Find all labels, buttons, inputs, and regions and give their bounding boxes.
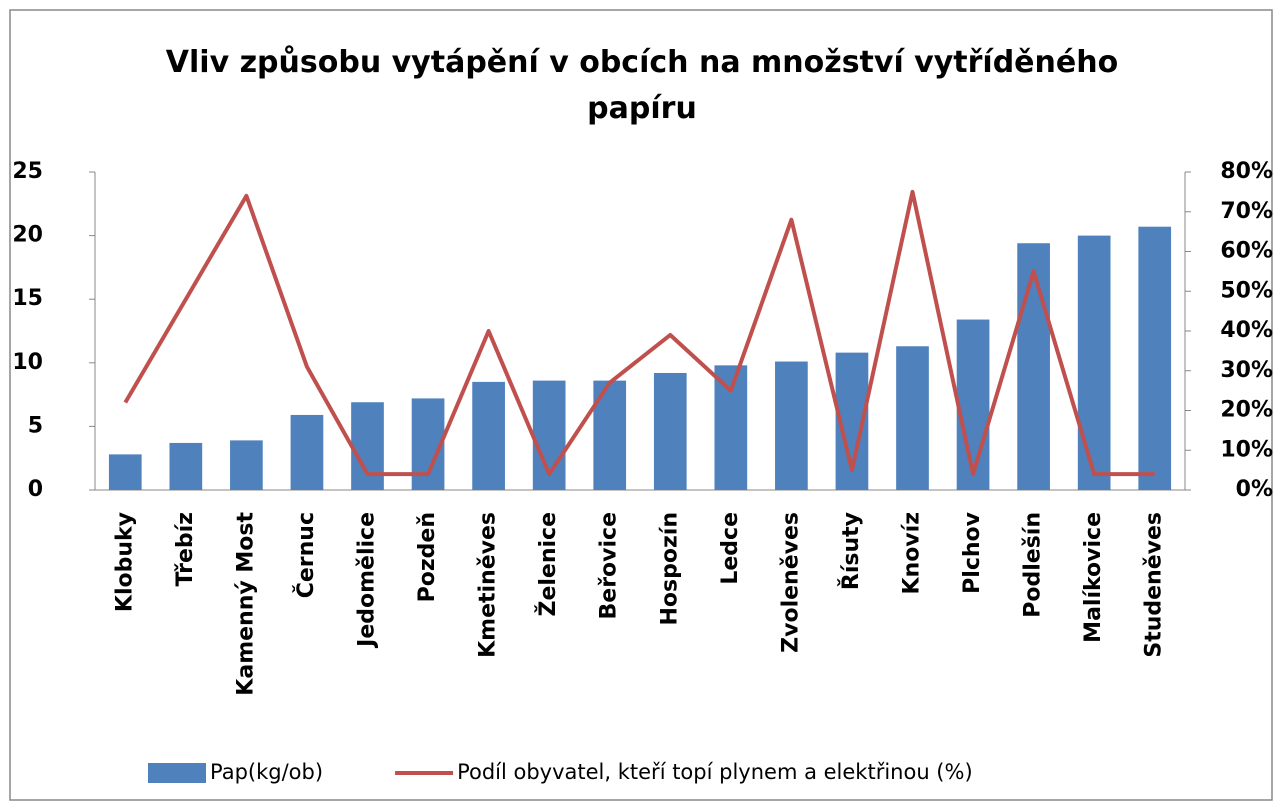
y2-tick-label: 70% bbox=[1220, 199, 1273, 224]
y2-tick-label: 40% bbox=[1220, 318, 1273, 343]
bar bbox=[1138, 226, 1172, 491]
x-tick-label: Kamenný Most bbox=[233, 512, 258, 696]
legend-label: Pap(kg/ob) bbox=[210, 760, 323, 784]
bar bbox=[775, 361, 808, 490]
y-tick-label: 5 bbox=[28, 413, 43, 438]
bar bbox=[351, 402, 384, 490]
x-tick-label: Plchov bbox=[960, 511, 985, 593]
x-tick-label: Beřovice bbox=[597, 512, 622, 620]
x-tick-label: Hospozín bbox=[657, 512, 682, 626]
x-tick-label: Třebíz bbox=[173, 512, 198, 586]
y2-tick-label: 80% bbox=[1220, 159, 1273, 184]
x-tick-label: Ledce bbox=[718, 512, 743, 585]
x-tick-label: Knovíz bbox=[900, 512, 925, 595]
bar bbox=[169, 442, 203, 490]
bar bbox=[108, 454, 142, 490]
x-tick-label: Studeněves bbox=[1142, 512, 1167, 658]
legend-swatch bbox=[148, 763, 206, 783]
y-tick-label: 25 bbox=[12, 159, 43, 184]
y-tick-label: 10 bbox=[12, 350, 43, 375]
y2-tick-label: 0% bbox=[1236, 477, 1273, 502]
y-tick-label: 0 bbox=[28, 477, 43, 502]
x-tick-label: Řísuty bbox=[838, 512, 864, 590]
y2-tick-label: 30% bbox=[1220, 358, 1273, 383]
frame bbox=[9, 9, 1273, 801]
y2-tick-label: 50% bbox=[1220, 278, 1273, 303]
bar bbox=[1077, 235, 1111, 490]
line bbox=[123, 189, 1155, 477]
chart-title: Vliv způsobu vytápění v obcích na množst… bbox=[165, 45, 1119, 126]
x-tick-label: Zvoleněves bbox=[778, 512, 803, 653]
x-tick-label: Černuc bbox=[293, 512, 319, 598]
bar bbox=[714, 365, 748, 490]
bar bbox=[956, 319, 990, 490]
y2-tick-label: 20% bbox=[1220, 398, 1273, 423]
bar bbox=[896, 346, 929, 490]
x-tick-label: Malíkovice bbox=[1081, 512, 1106, 643]
bar bbox=[1017, 243, 1050, 490]
x-tick-label: Pozdeň bbox=[415, 512, 440, 602]
bar bbox=[472, 381, 505, 490]
x-tick-label: Podlešín bbox=[1021, 512, 1046, 618]
y-tick-label: 20 bbox=[12, 223, 43, 248]
y-tick-label: 15 bbox=[12, 286, 43, 311]
bar bbox=[653, 372, 687, 490]
bar bbox=[290, 414, 324, 490]
x-tick-label: Klobuky bbox=[112, 512, 137, 612]
legend-label: Podíl obyvatel, kteří topí plynem a elek… bbox=[457, 760, 973, 784]
y2-tick-label: 60% bbox=[1220, 239, 1273, 264]
y2-tick-label: 10% bbox=[1220, 437, 1273, 462]
x-tick-label: Jedomělice bbox=[355, 512, 380, 649]
x-tick-label: Želenice bbox=[535, 512, 561, 617]
bar bbox=[230, 440, 263, 490]
x-tick-label: Kmetiněves bbox=[476, 512, 501, 658]
